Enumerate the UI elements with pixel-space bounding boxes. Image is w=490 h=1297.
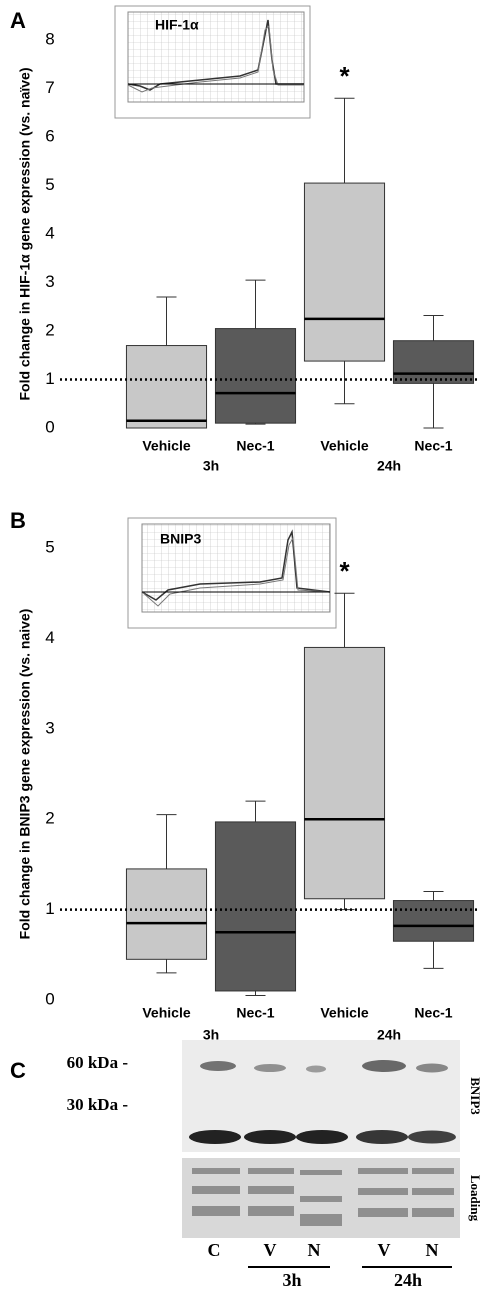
figure: HIF-1α BNIP3 C 60 kDa - 30 kDa - BNIP3 L… (0, 0, 490, 1297)
significance-mark: * (339, 61, 350, 91)
y-tick-label: 8 (45, 29, 54, 48)
marker-label: 60 kDa - (67, 1053, 129, 1072)
y-tick-label: 3 (45, 718, 54, 737)
y-tick-label: 0 (45, 417, 54, 436)
box (304, 647, 384, 898)
y-tick-label: 1 (45, 899, 54, 918)
lane-label: C (208, 1240, 221, 1260)
panel-letter: A (10, 8, 26, 33)
group-label: 3h (282, 1270, 301, 1290)
blot (182, 1040, 460, 1238)
x-tick-label: Vehicle (142, 1005, 190, 1021)
y-tick-label: 2 (45, 809, 54, 828)
y-tick-label: 7 (45, 78, 54, 97)
marker-label: 30 kDa - (67, 1095, 129, 1114)
x-tick-label: Vehicle (320, 1005, 368, 1021)
row-label: BNIP3 (468, 1077, 483, 1115)
group-label: 24h (377, 458, 401, 474)
box (393, 341, 473, 384)
y-tick-label: 5 (45, 175, 54, 194)
x-tick-label: Nec-1 (236, 1005, 274, 1021)
lane-label: N (426, 1240, 439, 1260)
group-label: 24h (394, 1270, 422, 1290)
panel-letter: B (10, 508, 26, 533)
y-tick-label: 0 (45, 989, 54, 1008)
row-label: Loading (468, 1175, 483, 1222)
box (393, 901, 473, 942)
y-tick-label: 1 (45, 369, 54, 388)
group-label: 3h (203, 1027, 219, 1043)
box (126, 869, 206, 959)
y-axis-label: Fold change in BNIP3 gene expression (vs… (17, 609, 33, 940)
y-tick-label: 4 (45, 628, 54, 647)
x-tick-label: Vehicle (320, 438, 368, 454)
melt-curve-inset (115, 6, 310, 118)
y-axis-label: Fold change in HIF-1α gene expression (v… (17, 67, 33, 400)
x-tick-label: Nec-1 (414, 1005, 452, 1021)
box (215, 822, 295, 991)
x-tick-label: Vehicle (142, 438, 190, 454)
y-tick-label: 2 (45, 320, 54, 339)
box (215, 329, 295, 424)
group-label: 3h (203, 458, 219, 474)
y-tick-label: 3 (45, 272, 54, 291)
inset-label: BNIP3 (160, 531, 201, 547)
y-tick-label: 4 (45, 223, 54, 242)
box (304, 183, 384, 361)
lane-label: V (264, 1240, 277, 1260)
box (126, 346, 206, 428)
y-tick-label: 6 (45, 126, 54, 145)
lane-label: V (378, 1240, 391, 1260)
inset-label: HIF-1α (155, 17, 199, 33)
y-tick-label: 5 (45, 537, 54, 556)
group-label: 24h (377, 1027, 401, 1043)
lane-label: N (308, 1240, 321, 1260)
significance-mark: * (339, 556, 350, 586)
panel-letter: C (10, 1058, 26, 1083)
x-tick-label: Nec-1 (236, 438, 274, 454)
x-tick-label: Nec-1 (414, 438, 452, 454)
